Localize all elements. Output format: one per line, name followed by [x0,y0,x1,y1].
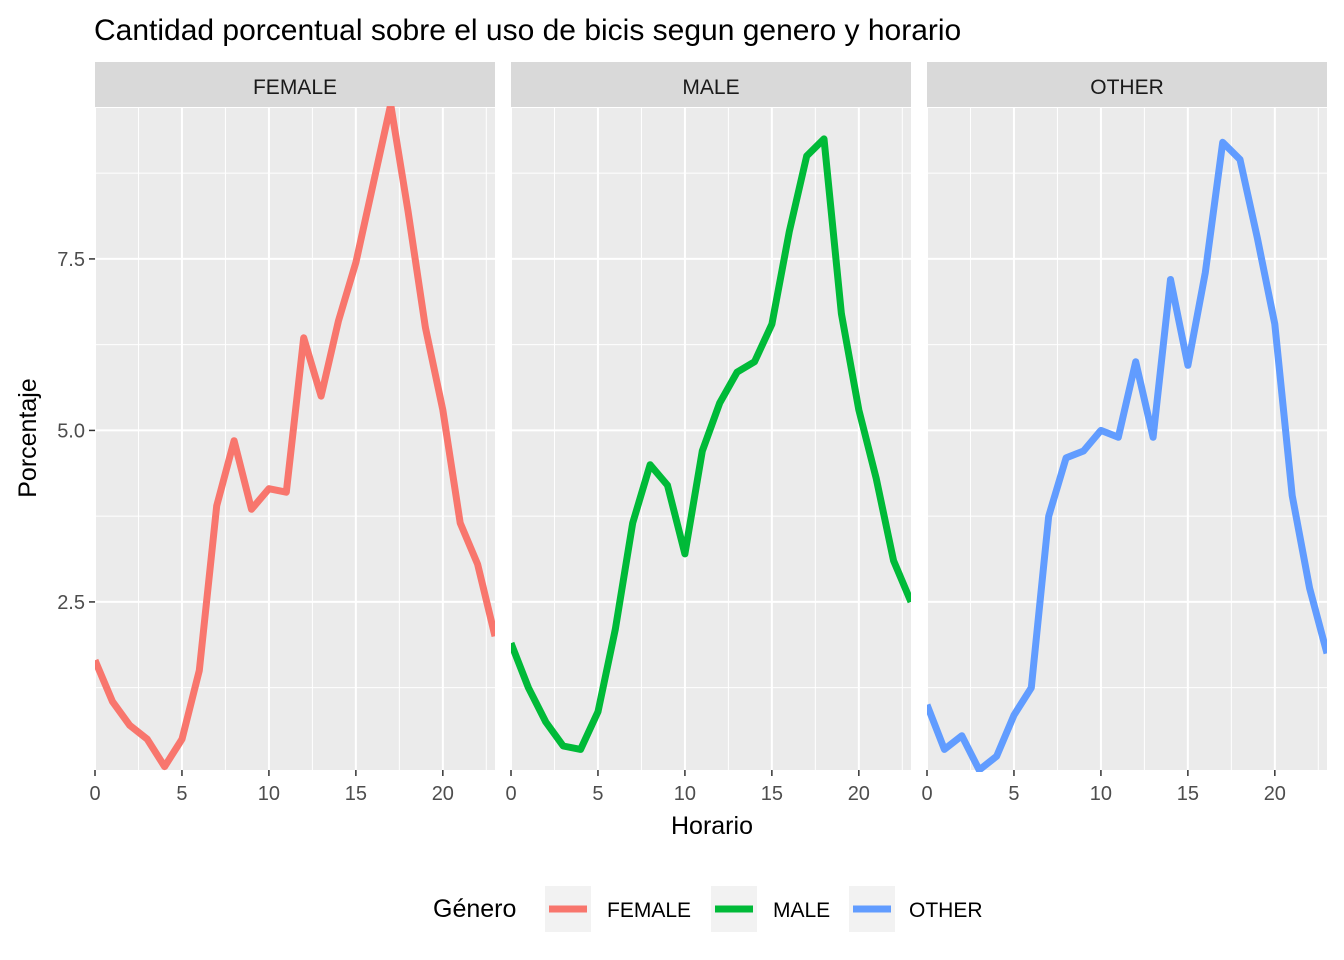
x-tick-label: 0 [505,783,516,805]
panel-background [927,108,1327,770]
x-tick-label: 10 [674,783,696,805]
legend-title: Género [433,895,516,923]
x-axis-title: Horario [671,812,753,840]
facet-strip [511,62,911,107]
facet-panel-other: OTHER 0 5 10 15 20 [921,62,1327,805]
x-tick-label: 20 [1264,783,1286,805]
x-tick-label: 0 [921,783,932,805]
x-tick-label: 10 [258,783,280,805]
facet-strip [927,62,1327,107]
x-tick-label: 10 [1090,783,1112,805]
series-line-female [95,106,495,771]
y-tick-label: 5.0 [57,420,85,442]
y-tick-label: 7.5 [57,249,85,271]
x-tick-label: 20 [848,783,870,805]
legend: Género FEMALE MALE OTHER [433,886,983,932]
x-tick-label: 5 [1008,783,1019,805]
x-tick-label: 20 [432,783,454,805]
x-tick-label: 15 [1177,783,1199,805]
facet-panel-male: MALE 0 5 10 15 20 [505,62,911,805]
series-line-male [511,135,911,753]
facet-strip [95,62,495,107]
x-tick-label: 15 [761,783,783,805]
y-tick-label: 2.5 [57,592,85,614]
legend-label-female: FEMALE [607,899,691,922]
chart-title: Cantidad porcentual sobre el uso de bici… [94,14,961,47]
legend-label-male: MALE [773,899,830,922]
facet-strip-label: OTHER [1090,76,1164,99]
x-tick-label: 15 [345,783,367,805]
facet-strip-label: FEMALE [253,76,337,99]
y-axis: 2.5 5.0 7.5 [57,249,95,614]
facet-strip-label: MALE [682,76,739,99]
y-axis-title: Porcentaje [14,378,42,498]
panel-background [511,108,911,770]
facet-panels: FEMALE 0 5 10 15 20 MALE 0 5 10 15 20 OTHER 0 5 10 15 20 [89,62,1327,805]
series-line-other [927,138,1327,772]
x-tick-label: 0 [89,783,100,805]
x-tick-label: 5 [592,783,603,805]
legend-label-other: OTHER [909,899,983,922]
facet-panel-female: FEMALE 0 5 10 15 20 [89,62,495,805]
x-tick-label: 5 [176,783,187,805]
